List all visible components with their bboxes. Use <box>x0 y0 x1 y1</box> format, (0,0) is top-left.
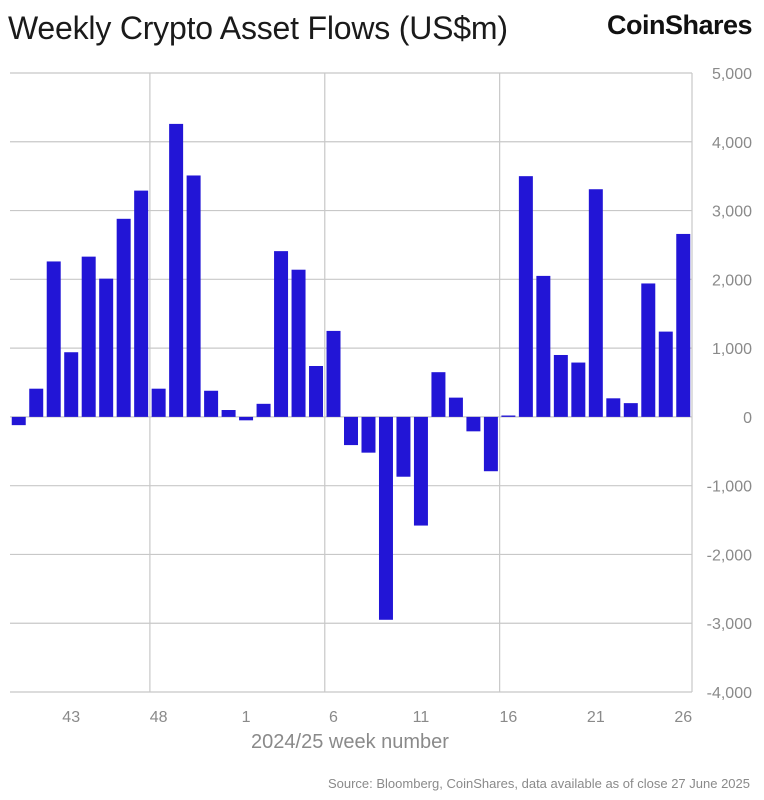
bar <box>309 365 324 417</box>
bar <box>431 372 446 417</box>
y-tick-label: 4,000 <box>712 135 752 152</box>
x-tick-label: 1 <box>242 709 251 726</box>
bar <box>483 416 498 472</box>
bar <box>256 403 271 417</box>
bar <box>361 416 376 453</box>
vertical-gridlines <box>149 73 693 692</box>
bar <box>186 175 201 417</box>
bar <box>204 390 219 417</box>
y-tick-label: 2,000 <box>712 272 752 289</box>
bar <box>396 416 411 477</box>
x-tick-label: 16 <box>499 709 517 726</box>
x-tick-label: 48 <box>150 709 168 726</box>
x-tick-label: 26 <box>674 709 692 726</box>
bar <box>221 410 236 417</box>
x-tick-label: 11 <box>413 709 430 726</box>
bar <box>448 397 463 417</box>
y-tick-label: -1,000 <box>707 479 752 496</box>
bar <box>151 388 166 417</box>
x-tick-label: 6 <box>329 709 338 726</box>
bar <box>134 190 149 417</box>
bar <box>29 388 44 417</box>
x-tick-label: 43 <box>62 709 80 726</box>
bar <box>99 278 114 417</box>
bar <box>413 416 428 526</box>
y-tick-label: -3,000 <box>707 616 752 633</box>
bar <box>291 269 306 417</box>
bar <box>623 403 638 417</box>
bar <box>518 176 533 417</box>
brand-logo: CoinShares <box>606 10 753 40</box>
bar <box>11 416 26 426</box>
y-tick-label: 5,000 <box>712 66 752 83</box>
bar <box>64 352 79 417</box>
y-axis-ticks: 5,000 4,000 3,000 2,000 1,000 0 -1,000 -2,000 -3… <box>707 66 752 702</box>
bar <box>344 416 358 446</box>
y-tick-label: 0 <box>743 410 752 427</box>
bar <box>326 330 341 417</box>
bar <box>501 415 516 417</box>
bar <box>274 251 289 417</box>
y-tick-label: 3,000 <box>712 204 752 221</box>
y-tick-label: 1,000 <box>712 341 752 358</box>
bar <box>606 398 621 417</box>
y-tick-label: -4,000 <box>707 685 752 702</box>
chart-title: Weekly Crypto Asset Flows (US$m) <box>8 10 508 46</box>
bar <box>81 256 96 417</box>
bar <box>536 275 551 417</box>
bar <box>239 416 254 421</box>
bar <box>676 233 691 417</box>
x-tick-label: 21 <box>587 709 605 726</box>
bar <box>641 283 656 417</box>
bar <box>378 416 393 620</box>
x-axis-ticks: 43 48 1 6 11 16 21 26 <box>62 709 692 726</box>
bar-series <box>11 123 691 620</box>
bar <box>588 189 603 417</box>
bar <box>169 123 184 417</box>
x-axis-label: 2024/25 week number <box>251 731 449 753</box>
y-tick-label: -2,000 <box>707 547 752 564</box>
bar <box>658 331 673 417</box>
bar <box>553 354 568 417</box>
bar <box>571 362 586 417</box>
source-note: Source: Bloomberg, CoinShares, data avai… <box>327 776 750 791</box>
bar <box>466 416 481 432</box>
bar <box>116 218 131 417</box>
bar <box>46 261 61 417</box>
